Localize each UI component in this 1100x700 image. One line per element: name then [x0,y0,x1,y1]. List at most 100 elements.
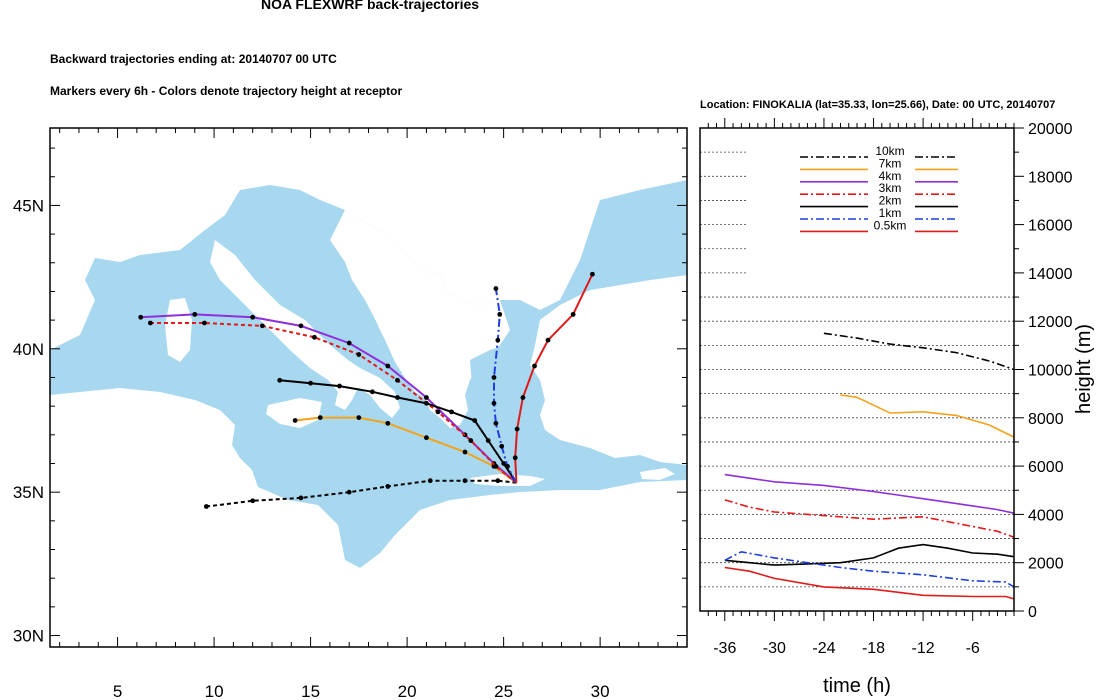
land-sardinia [165,298,192,362]
trajectory-marker [250,314,256,320]
trajectory-marker [427,478,433,484]
trajectory-marker [485,438,491,443]
trajectory-marker [501,461,507,466]
height-series-4km [724,473,1015,514]
trajectory-marker [147,320,153,326]
height-x-tick-label: -18 [862,640,885,657]
height-gridlines [700,151,1014,588]
height-axis-labels: 0 2000 4000 6000 8000 10000 12000 14000 16000 180… [713,121,1072,657]
height-series-1km [724,550,1015,588]
subtitle-markers-note: Markers every 6h - Colors denote traject… [50,84,403,98]
land-western-europe [50,128,687,350]
legend-label: 1km [879,206,902,220]
height-x-tick-label: -24 [812,640,835,657]
land-anatolia [530,275,687,465]
trajectory-marker [493,420,499,426]
height-x-tick-label: -12 [912,640,935,657]
height-series-3km [724,499,1015,539]
trajectory-marker [298,323,304,329]
map-axis-labels: 5 10 15 20 25 30 30N 35N 40N 45N [13,196,610,700]
map-ticks [50,128,687,647]
trajectory-marker [356,352,362,357]
trajectory-marker [462,449,468,455]
trajectory-marker [493,463,499,469]
trajectory-marker [277,377,283,383]
trajectory-marker [472,418,478,423]
trajectory-marker [495,478,501,484]
inner-seas [255,215,687,455]
trajectory-marker [520,395,526,400]
trajectory-marker [462,478,468,484]
trajectory-marker [259,323,265,329]
height-y-tick-label: 18000 [1028,169,1073,186]
height-series-2km [724,543,1015,566]
y-axis-label: height (m) [1073,324,1095,414]
legend-label: 4km [879,169,902,183]
trajectory-marker [395,377,400,383]
height-ticks [707,118,1024,621]
trajectory-marker [317,415,323,421]
legend-label: 10km [875,144,904,158]
trajectory-marker [203,504,209,509]
height-x-tick-label: -6 [966,640,980,657]
location-caption: Location: FINOKALIA (lat=35.33, lon=25.6… [700,99,1056,111]
trajectory-marker [250,498,256,504]
trajectory-marker [312,334,317,340]
trajectory-marker [495,337,501,343]
land-crete [470,474,545,486]
x-axis-label: time (h) [823,675,891,697]
land-north-africa [50,388,687,647]
trajectory-3km [150,322,518,484]
trajectory-7km [294,416,517,484]
trajectory-marker [424,435,429,441]
trajectory-marker [424,395,429,400]
land-cyprus [640,468,675,480]
trajectory-marker [356,415,362,421]
trajectory-marker [499,443,505,449]
trajectory-marker [346,340,352,346]
trajectory-marker [491,400,497,406]
height-series-10km [823,332,1015,371]
height-y-tick-label: 14000 [1028,266,1073,283]
trajectory-marker [545,337,551,343]
height-y-tick-label: 12000 [1028,314,1073,331]
map-x-tick-label: 20 [398,682,417,700]
trajectory-marker [491,375,497,380]
trajectory-marker [514,426,520,432]
trajectory-marker [570,311,576,317]
trajectory-marker [385,484,391,489]
land-masses [50,128,687,647]
height-y-tick-label: 2000 [1028,556,1064,573]
map-x-tick-label: 10 [205,682,224,700]
height-y-tick-label: 0 [1028,604,1037,621]
trajectory-marker [192,311,198,317]
trajectory-marker [505,463,510,469]
trajectory-marker [385,363,391,369]
height-series-layer [724,332,1015,600]
trajectory-marker [468,438,474,443]
chart-title: NOA FLEXWRF back-trajectories [260,0,480,12]
height-y-tick-label: 16000 [1028,218,1073,235]
trajectory-map: 5 10 15 20 25 30 30N 35N 40N 45N [13,127,688,700]
map-y-tick-label: 35N [13,483,44,502]
trajectory-marker [424,400,429,406]
map-x-tick-label: 15 [301,682,320,700]
legend-label: 0.5km [874,218,907,232]
trajectory-marker [337,383,342,389]
adriatic-sea [255,225,378,335]
trajectory-marker [385,420,391,426]
height-x-tick-label: -36 [713,640,736,657]
trajectory-marker [497,311,503,317]
trajectory-marker [435,409,441,415]
map-y-tick-label: 40N [13,340,44,359]
trajectory-marker [292,418,298,423]
trajectory-0.5km [514,273,594,483]
height-y-tick-label: 8000 [1028,411,1064,428]
trajectory-marker [369,389,375,395]
height-y-tick-label: 10000 [1028,363,1073,380]
subtitle-ending-time: Backward trajectories ending at: 2014070… [50,52,337,66]
map-y-tick-label: 30N [13,627,44,646]
trajectory-marker [493,286,499,291]
